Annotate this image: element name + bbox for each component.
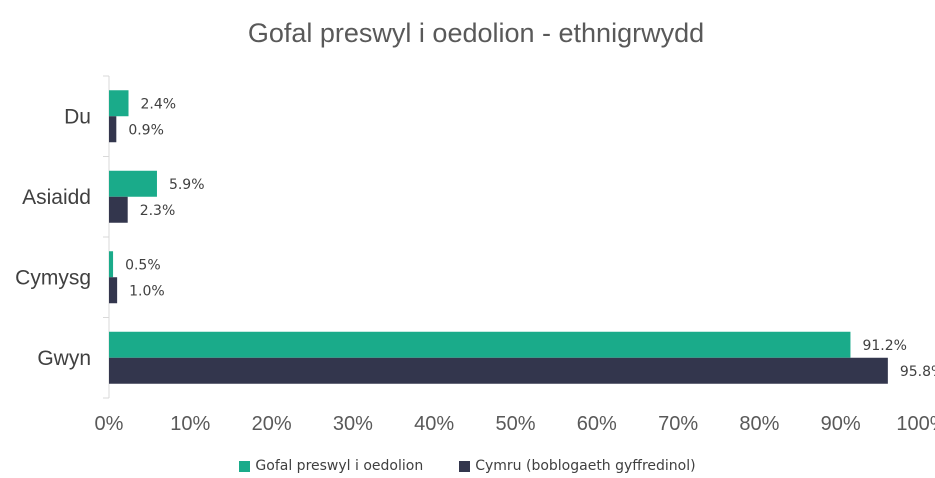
data-label-series-2-du: 0.9% (128, 122, 164, 138)
data-label-series-1-du: 2.4% (141, 96, 177, 112)
bar-series-2-du (109, 116, 117, 143)
legend: Gofal preswyl i oedolion Cymru (boblogae… (0, 454, 935, 478)
bar-series-2-cymysg (109, 277, 118, 304)
plot-area: Du 2.4% 0.9% Asiaidd 5.9% 2.3% Cymysg 0.5% 1.0% G… (15, 75, 935, 435)
category-label-gwyn: Gwyn (37, 347, 91, 370)
bar-series-1-cymysg (109, 251, 114, 278)
legend-label-series-1: Gofal preswyl i oedolion (255, 458, 424, 474)
bar-series-1-du (109, 90, 129, 117)
data-label-series-2-gwyn: 95.8% (900, 364, 935, 380)
bar-series-2-asiaidd (109, 196, 128, 223)
x-tick-label: 60% (577, 413, 617, 435)
x-tick-label: 10% (170, 413, 210, 435)
data-label-series-2-cymysg: 1.0% (129, 283, 165, 299)
category-label-asiaidd: Asiaidd (22, 186, 91, 209)
x-tick-label: 100% (896, 413, 935, 435)
data-label-series-1-gwyn: 91.2% (862, 338, 906, 354)
x-tick-label: 70% (658, 413, 698, 435)
bar-series-1-gwyn (109, 331, 851, 358)
legend-label-series-2: Cymru (boblogaeth gyffredinol) (475, 458, 696, 474)
bar-series-1-asiaidd (109, 170, 157, 197)
x-tick-label: 20% (252, 413, 292, 435)
x-tick-label: 80% (739, 413, 779, 435)
category-label-cymysg: Cymysg (15, 266, 91, 289)
x-tick-label: 50% (495, 413, 535, 435)
legend-item-series-1: Gofal preswyl i oedolion (239, 458, 423, 474)
data-label-series-2-asiaidd: 2.3% (140, 203, 176, 219)
legend-swatch-series-2 (459, 460, 471, 472)
chart-title: Gofal preswyl i oedolion - ethnigrwydd (248, 18, 704, 48)
data-label-series-1-asiaidd: 5.9% (169, 177, 205, 193)
data-label-series-1-cymysg: 0.5% (125, 257, 161, 273)
x-tick-label: 30% (333, 413, 373, 435)
x-tick-label: 40% (414, 413, 454, 435)
bar-series-2-gwyn (109, 357, 888, 384)
legend-swatch-series-1 (239, 460, 251, 472)
x-tick-label: 0% (95, 413, 124, 435)
legend-item-series-2: Cymru (boblogaeth gyffredinol) (459, 458, 696, 474)
category-label-du: Du (64, 105, 91, 128)
x-tick-label: 90% (821, 413, 861, 435)
